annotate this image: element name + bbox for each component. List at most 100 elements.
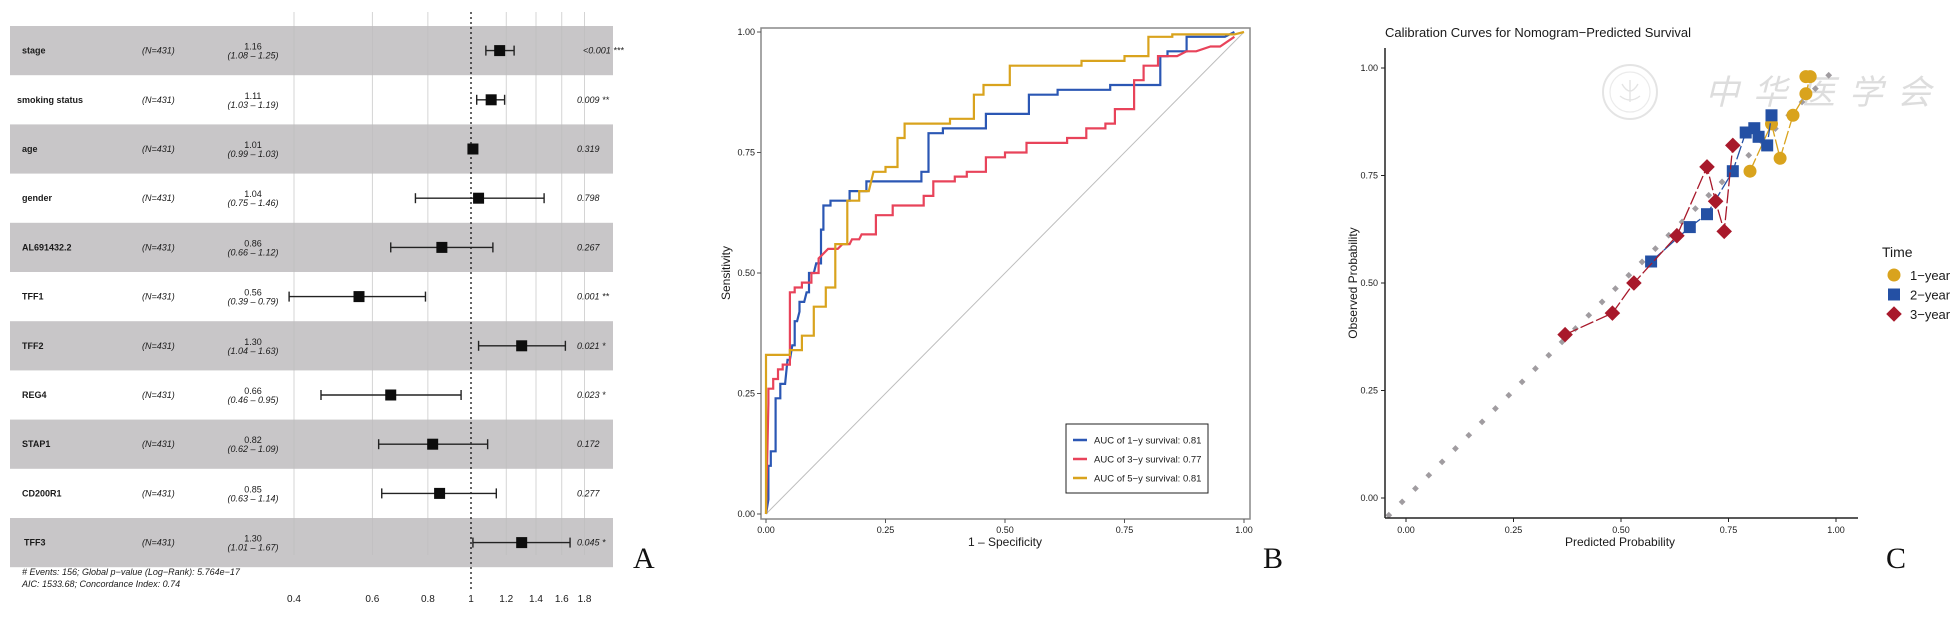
ideal-marker (1385, 511, 1393, 519)
ideal-marker (1585, 311, 1593, 319)
n-label: (N=431) (142, 439, 175, 449)
x-tick-label: 0.4 (287, 594, 301, 605)
y-tick-label: 0.50 (1360, 278, 1378, 288)
hr-point (385, 389, 397, 401)
x-tick-label: 0.00 (757, 525, 775, 535)
ideal-marker (1438, 458, 1446, 466)
hr-point (353, 291, 365, 303)
x-tick-label: 1.00 (1827, 525, 1845, 535)
ci-value: (0.39 – 0.79) (227, 297, 278, 307)
ideal-marker (1492, 405, 1499, 412)
roc-curve-2 (764, 35, 1236, 515)
hr-point (516, 537, 528, 549)
legend: AUC of 1−y survival: 0.81 AUC of 3−y surv… (1065, 423, 1209, 494)
point-square (1645, 255, 1658, 268)
x-tick-label: 1.8 (578, 594, 592, 605)
variable-label: gender (22, 193, 53, 203)
p-value: 0.267 (577, 242, 601, 252)
point-diamond (1707, 193, 1724, 210)
point-square (1726, 165, 1739, 178)
x-tick-label: 0.50 (1612, 525, 1630, 535)
forest-row: gender (N=431) 1.04(0.75 – 1.46) 0.798 (22, 189, 600, 208)
ideal-marker (1452, 445, 1459, 452)
x-axis-label: 1 – Specificity (968, 535, 1042, 549)
ci-value: (0.63 – 1.14) (227, 493, 278, 503)
hr-value: 0.66 (244, 386, 262, 396)
roc-curve-1 (764, 31, 1235, 515)
point-circle (1799, 87, 1813, 101)
y-tick-label: 0.75 (737, 148, 755, 158)
hr-value: 1.16 (244, 42, 262, 52)
ideal-marker (1718, 178, 1726, 186)
p-value: 0.277 (577, 488, 601, 498)
ideal-marker (1465, 431, 1473, 439)
ideal-marker (1678, 218, 1686, 226)
ci-value: (1.01 – 1.67) (227, 543, 278, 553)
y-tick-label: 0.75 (1360, 171, 1378, 181)
hr-value: 0.86 (244, 238, 262, 248)
roc-curves (764, 30, 1245, 515)
n-label: (N=431) (142, 292, 175, 302)
point-diamond (1699, 159, 1715, 175)
hr-point (434, 487, 446, 499)
point-square (1765, 109, 1778, 122)
variable-label: CD200R1 (22, 488, 62, 498)
axes: 0.00 0.25 0.50 0.75 1.00 0.00 0.25 0.50 0.75 1.00 (737, 27, 1252, 535)
hr-point (485, 94, 497, 106)
x-tick-label: 1.2 (499, 594, 513, 605)
forest-row: smoking status (N=431) 1.11(1.03 – 1.19) 0.… (17, 91, 610, 110)
point-square (1683, 221, 1696, 234)
ideal-marker (1505, 391, 1513, 399)
point-circle (1799, 70, 1813, 84)
variable-label: TFF1 (22, 292, 44, 302)
variable-label: TFF2 (22, 341, 44, 351)
watermark-seal-icon (1602, 64, 1658, 120)
p-value: 0.172 (577, 439, 600, 449)
panel-letter-a: A (633, 542, 655, 575)
ideal-marker (1612, 285, 1619, 292)
p-value: 0.319 (577, 144, 600, 154)
panel-letter-c: C (1886, 542, 1906, 575)
calibration-series (1557, 70, 1817, 343)
forest-row: stage (N=431) 1.16(1.08 – 1.25) <0.001 *** (22, 42, 624, 61)
x-tick-label: 0.00 (1397, 525, 1415, 535)
roc-curve-3 (764, 30, 1245, 514)
hr-value: 0.56 (244, 288, 262, 298)
ci-value: (1.04 – 1.63) (227, 346, 278, 356)
row-band (10, 124, 613, 174)
hr-point (436, 241, 448, 253)
y-tick-label: 1.00 (737, 27, 755, 37)
ci-value: (1.03 – 1.19) (227, 100, 278, 110)
calibration-panel: Calibration Curves for Nomogram−Predicte… (1346, 25, 1951, 575)
ideal-marker (1478, 418, 1486, 426)
p-value: 0.021 * (577, 341, 606, 351)
roc-panel: 0.00 0.25 0.50 0.75 1.00 0.00 0.25 0.50 0.75 1.00… (719, 27, 1283, 575)
ci-value: (0.99 – 1.03) (227, 149, 278, 159)
x-axis-label: Predicted Probability (1565, 535, 1675, 549)
x-tick-labels: 0.4 0.6 0.8 1 1.2 1.4 1.6 1.8 (287, 594, 592, 605)
legend-label: AUC of 5−y survival: 0.81 (1094, 474, 1201, 485)
p-value: 0.009 ** (577, 95, 610, 105)
legend-key-square (1888, 288, 1900, 301)
legend-label: 2−year (1910, 288, 1951, 303)
ideal-marker (1811, 85, 1819, 93)
ideal-marker (1691, 205, 1699, 213)
variable-label: smoking status (17, 95, 83, 105)
forest-row: AL691432.2 (N=431) 0.86(0.66 – 1.12) 0.267 (22, 238, 601, 257)
hr-value: 1.04 (244, 189, 262, 199)
x-tick-label: 0.75 (1116, 525, 1134, 535)
x-tick-label: 0.8 (421, 594, 435, 605)
x-tick-label: 0.75 (1720, 525, 1738, 535)
variable-label: STAP1 (22, 439, 50, 449)
point-circle (1786, 108, 1800, 122)
forest-row: TFF2 (N=431) 1.30(1.04 – 1.63) 0.021 * (22, 337, 606, 356)
point-circle (1743, 164, 1757, 178)
n-label: (N=431) (142, 46, 175, 56)
p-value: 0.045 * (577, 538, 606, 548)
point-square (1701, 208, 1713, 221)
hr-value: 0.82 (244, 435, 262, 445)
ideal-marker (1705, 191, 1713, 199)
variable-label: TFF3 (24, 538, 46, 548)
point-circle (1773, 151, 1787, 165)
p-value: 0.001 ** (577, 292, 610, 302)
